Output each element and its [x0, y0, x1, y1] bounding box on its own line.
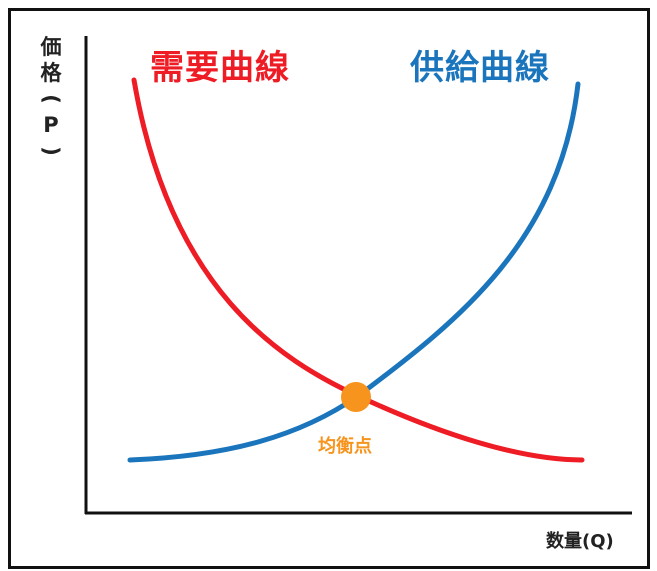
y-axis-label-char: 格	[40, 61, 62, 85]
y-axis-label-char: (	[39, 94, 63, 104]
y-axis-label-char: 価	[40, 35, 62, 59]
y-axis-label-char: )	[39, 146, 63, 156]
supply-curve	[127, 81, 581, 463]
demand-curve	[131, 77, 585, 463]
equilibrium-label: 均衡点	[318, 436, 372, 457]
y-axis-label: 価 格 ( P )	[38, 34, 64, 164]
supply-curve-label: 供給曲線	[410, 48, 550, 88]
x-axis-label: 数量(Q)	[546, 531, 614, 552]
diagram-frame	[8, 8, 650, 569]
y-axis-label-char: P	[43, 113, 59, 137]
demand-curve-label: 需要曲線	[150, 48, 290, 88]
equilibrium-point	[341, 382, 371, 412]
